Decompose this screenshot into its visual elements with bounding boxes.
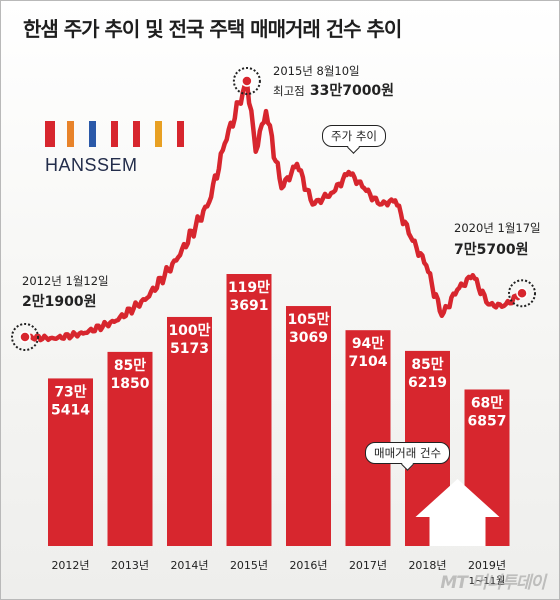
x-tick-label: 2017년 bbox=[349, 559, 387, 572]
logo-bar bbox=[133, 121, 140, 147]
bar-value-label: 5173 bbox=[170, 341, 209, 357]
watermark: MT 머니투데이 bbox=[440, 573, 546, 593]
bar-value-label: 1850 bbox=[111, 376, 150, 392]
bar-value-label: 85만 bbox=[114, 358, 146, 374]
x-tick-label: 2014년 bbox=[170, 559, 208, 572]
logo-bar bbox=[177, 121, 184, 147]
bar-value-label: 105만 bbox=[287, 312, 329, 328]
bar bbox=[286, 306, 331, 546]
end-value-label: 7만5700원 bbox=[454, 242, 529, 258]
x-tick-label: 2013년 bbox=[111, 559, 149, 572]
bar-value-label: 3069 bbox=[289, 330, 328, 346]
stock-price-line bbox=[22, 78, 525, 343]
x-tick-label: 2015년 bbox=[230, 559, 268, 572]
line-legend-bubble: 주가 추이 bbox=[322, 125, 386, 147]
bar bbox=[107, 351, 153, 546]
x-tick-label: 2019년 bbox=[468, 559, 506, 572]
peak-marker bbox=[232, 67, 261, 95]
peak-marker-dot bbox=[241, 75, 253, 87]
chart-title: 한샘 주가 추이 및 전국 주택 매매거래 건수 추이 bbox=[23, 17, 402, 41]
bar-value-label: 3691 bbox=[230, 298, 269, 314]
bar-value-label: 73만 bbox=[54, 384, 86, 400]
logo-bar bbox=[45, 121, 55, 147]
logo-bar bbox=[155, 121, 162, 147]
logo-bar bbox=[67, 121, 74, 147]
bar bbox=[345, 330, 391, 546]
x-tick-label: 2012년 bbox=[51, 559, 89, 572]
bar-value-label: 94만 bbox=[352, 336, 384, 352]
end-marker-dot bbox=[516, 287, 528, 300]
hanssem-logo: HANSSEM bbox=[45, 121, 215, 181]
end-marker bbox=[508, 279, 536, 308]
bar-value-label: 5414 bbox=[51, 402, 90, 418]
bar-value-label: 68만 bbox=[471, 395, 503, 411]
bar bbox=[226, 274, 272, 546]
peak-label-group: 최고점 33만7000원 bbox=[273, 80, 394, 100]
start-marker-dot bbox=[19, 331, 31, 343]
x-tick-label: 2018년 bbox=[408, 559, 446, 572]
peak-value-label: 33만7000원 bbox=[309, 83, 395, 99]
logo-text: HANSSEM bbox=[45, 155, 138, 175]
bar-value-label: 100만 bbox=[168, 323, 210, 339]
end-date-label: 2020년 1월17일 bbox=[454, 221, 541, 235]
x-tick-label: 2016년 bbox=[289, 559, 327, 572]
bar bbox=[167, 316, 212, 546]
start-date-label: 2012년 1월12일 bbox=[22, 274, 109, 288]
x-tick-sublabel: 1~11월 bbox=[469, 575, 506, 587]
bar-value-label: 85만 bbox=[411, 357, 443, 373]
bar-value-label: 119만 bbox=[228, 280, 270, 296]
bar-series: 73만 5414 2012년 85만 1850 2013년 100만 5173 2014년 119… bbox=[48, 274, 510, 587]
peak-date-label: 2015년 8월10일 bbox=[273, 64, 360, 78]
start-marker bbox=[11, 323, 39, 351]
bar-value-label: 6219 bbox=[408, 375, 447, 391]
bar bbox=[48, 378, 93, 546]
house-icon bbox=[415, 479, 500, 546]
peak-prefix-label: 최고점 bbox=[273, 84, 305, 98]
bar-legend-bubble: 매매거래 건수 bbox=[365, 442, 451, 464]
logo-bar bbox=[111, 121, 118, 147]
bar-value-label: 6857 bbox=[468, 413, 507, 429]
bar-value-label: 7104 bbox=[349, 354, 388, 370]
start-value-label: 2만1900원 bbox=[22, 294, 97, 310]
logo-bar bbox=[89, 121, 96, 147]
